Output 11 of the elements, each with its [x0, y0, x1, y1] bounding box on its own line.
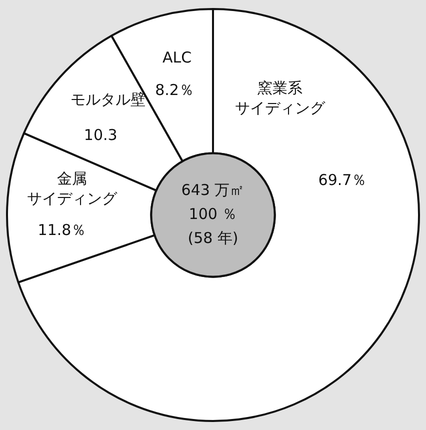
slice-label: モルタル壁 [70, 90, 146, 109]
slice-label: 窯業系サイディング [235, 79, 326, 118]
text: 643 万㎡ [181, 180, 245, 199]
data-label: 69.7％ [318, 170, 367, 189]
text: (58 年) [188, 228, 238, 247]
data-label: 11.8％ [38, 221, 86, 240]
data-label: 8.2％ [155, 80, 194, 99]
data-label: 10.3 [84, 126, 118, 144]
slice-label: ALC [162, 48, 192, 66]
slice-label: 金属サイディング [26, 170, 118, 208]
text: 100 ％ [188, 204, 238, 223]
